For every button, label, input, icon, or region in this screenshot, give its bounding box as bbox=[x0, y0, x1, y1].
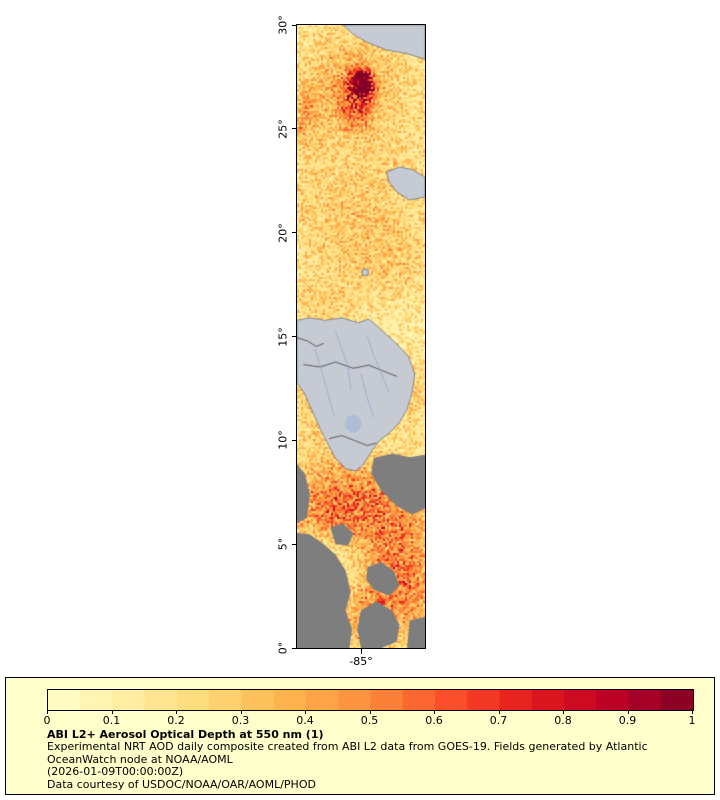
colorbar-tick-label: 1 bbox=[688, 714, 696, 727]
aod-map-canvas bbox=[297, 25, 425, 648]
legend-timestamp: (2026-01-09T00:00:00Z) bbox=[47, 765, 184, 779]
colorbar-tick-mark bbox=[111, 710, 113, 714]
colorbar bbox=[47, 689, 694, 711]
map-plot-frame bbox=[296, 24, 426, 649]
latitude-tick-label: 5° bbox=[276, 537, 290, 551]
latitude-tick-label: 20° bbox=[276, 222, 290, 243]
colorbar-tick-mark bbox=[692, 710, 693, 714]
colorbar-tick-label: 0.2 bbox=[167, 714, 185, 727]
latitude-tick-label: 30° bbox=[276, 15, 290, 35]
latitude-tick-label: 25° bbox=[276, 119, 290, 139]
colorbar-tick-label: 0.5 bbox=[360, 714, 379, 727]
colorbar-tick-mark bbox=[369, 710, 371, 714]
colorbar-gradient-canvas bbox=[48, 690, 693, 710]
legend-text-block: ABI L2+ Aerosol Optical Depth at 550 nm … bbox=[47, 728, 692, 791]
longitude-tick-mark bbox=[360, 649, 362, 654]
legend-credit: Data courtesy of USDOC/NOAA/OAR/AOML/PHO… bbox=[47, 777, 316, 791]
colorbar-tick-mark bbox=[498, 710, 500, 714]
legend-title: ABI L2+ Aerosol Optical Depth at 550 nm … bbox=[47, 728, 324, 741]
latitude-tick-mark bbox=[292, 128, 297, 130]
colorbar-tick-label: 0.3 bbox=[231, 714, 250, 727]
colorbar-tick-label: 0.9 bbox=[618, 714, 637, 727]
latitude-tick-label: 15° bbox=[276, 326, 290, 347]
latitude-tick-label: 10° bbox=[276, 430, 290, 451]
colorbar-tick-label: 0.1 bbox=[102, 714, 121, 727]
latitude-tick-mark bbox=[292, 336, 297, 337]
colorbar-tick-mark bbox=[240, 710, 242, 714]
colorbar-tick-label: 0.4 bbox=[296, 714, 314, 727]
colorbar-tick-label: 0.8 bbox=[554, 714, 572, 727]
latitude-tick-mark bbox=[292, 543, 297, 545]
latitude-tick-mark bbox=[292, 647, 297, 649]
colorbar-tick-mark bbox=[47, 710, 48, 714]
colorbar-tick-label: 0.7 bbox=[489, 714, 508, 727]
latitude-tick-label: 0° bbox=[276, 641, 290, 655]
colorbar-tick-label: 0.6 bbox=[425, 714, 443, 727]
colorbar-tick-mark bbox=[434, 710, 435, 714]
legend-panel: 0 0.1 0.2 0.3 0.4 0.5 0.6 0.7 0.8 0.9 1 ABI L2+ Ae… bbox=[5, 677, 715, 795]
colorbar-tick-mark bbox=[176, 710, 177, 714]
latitude-tick-mark bbox=[292, 24, 297, 26]
colorbar-tick-label: 0 bbox=[43, 714, 51, 727]
colorbar-tick-mark bbox=[563, 710, 564, 714]
latitude-tick-mark bbox=[292, 232, 297, 234]
legend-description: Experimental NRT AOD daily composite cre… bbox=[47, 740, 648, 766]
latitude-tick-mark bbox=[292, 439, 297, 441]
colorbar-tick-mark bbox=[305, 710, 306, 714]
colorbar-tick-mark bbox=[627, 710, 629, 714]
longitude-tick-label: -85° bbox=[349, 655, 373, 668]
